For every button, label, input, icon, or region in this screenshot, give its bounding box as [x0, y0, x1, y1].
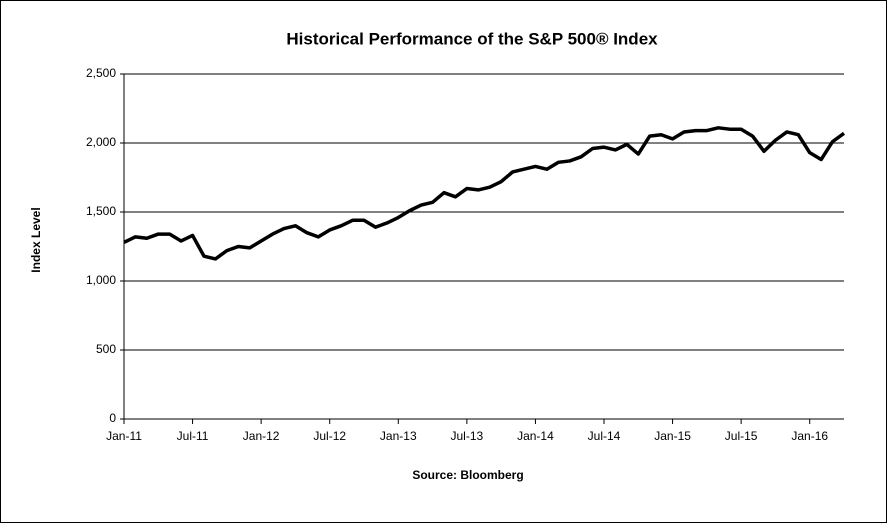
source-note: Source: Bloomberg [412, 468, 523, 482]
x-tick-label: Jan-13 [380, 429, 417, 443]
x-tick-label: Jul-13 [451, 429, 484, 443]
x-tick-label: Jan-16 [791, 429, 828, 443]
x-tick-label: Jan-14 [517, 429, 554, 443]
x-tick-label: Jul-12 [313, 429, 346, 443]
y-tick-label: 0 [109, 411, 116, 425]
y-tick-label: 2,500 [86, 66, 116, 80]
x-tick-label: Jul-11 [177, 429, 209, 443]
x-tick-label: Jul-15 [725, 429, 758, 443]
data-line [123, 126, 846, 261]
x-tick-label: Jan-11 [106, 429, 142, 443]
y-axis-label: Index Level [29, 207, 43, 272]
y-tick-label: 500 [96, 342, 116, 356]
x-tick-label: Jul-14 [588, 429, 621, 443]
y-tick-label: 2,000 [86, 135, 116, 149]
y-tick-label: 1,000 [86, 273, 116, 287]
x-tick-label: Jan-12 [243, 429, 280, 443]
x-tick-label: Jan-15 [654, 429, 691, 443]
chart-title: Historical Performance of the S&P 500® I… [286, 29, 658, 48]
y-tick-label: 1,500 [86, 204, 116, 218]
